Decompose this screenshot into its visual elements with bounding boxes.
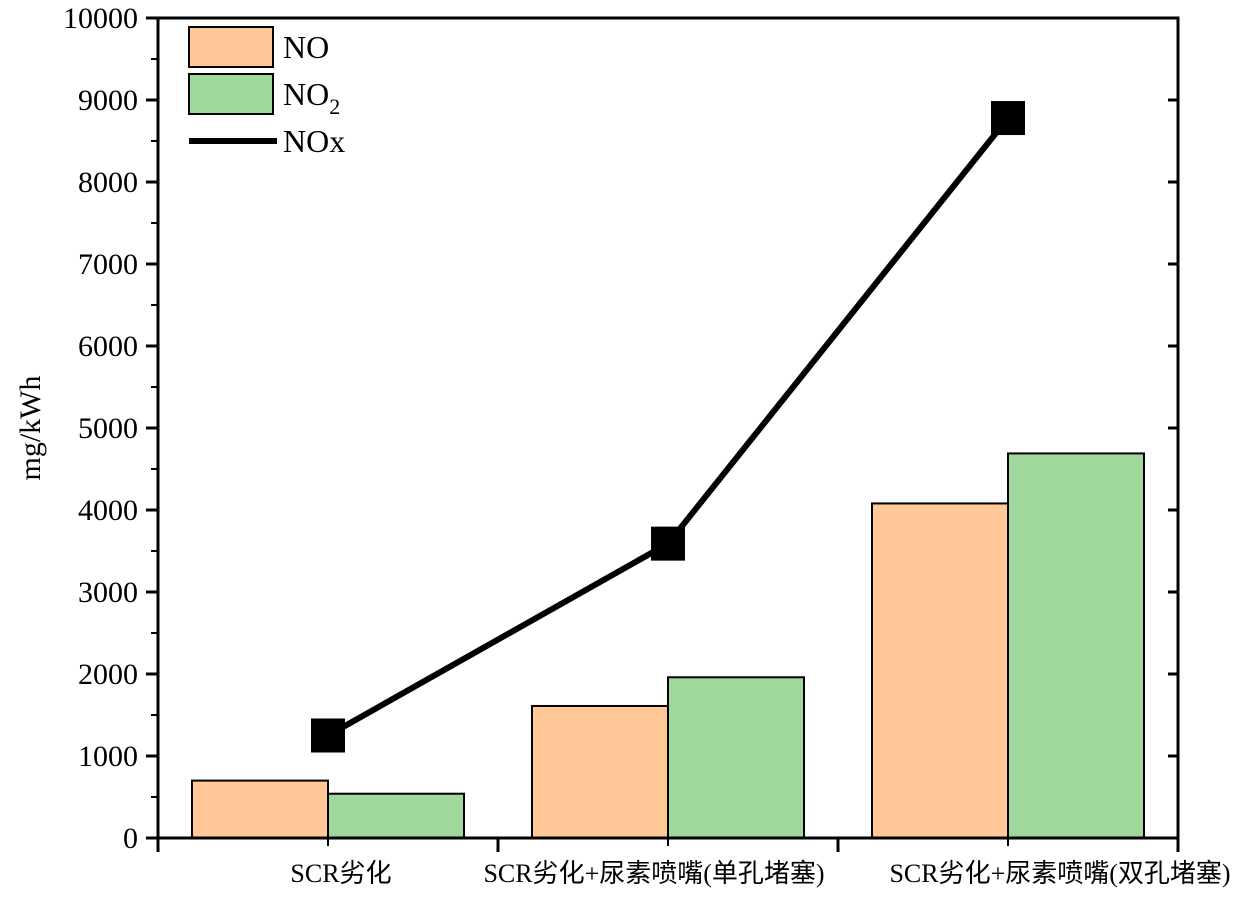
y-tick-label: 4000 [78,494,138,527]
y-tick-label: 3000 [78,576,138,609]
bar-no-1 [191,779,329,839]
legend-label-no: NO [283,29,329,65]
bar-no-3 [871,502,1009,839]
marker-nox-1 [311,718,345,753]
y-tick-label: 8000 [78,166,138,199]
marker-nox-3 [991,101,1025,136]
line-layer [311,101,1025,753]
y-tick-label: 9000 [78,84,138,117]
x-tick-labels: SCR劣化 SCR劣化+尿素喷嘴(单孔堵塞) SCR劣化+尿素喷嘴(双孔堵塞) [290,859,1230,888]
bar-no-2 [531,704,669,839]
y-tick-label: 5000 [78,412,138,445]
bar-no2-1 [327,792,465,839]
y-tick-label: 2000 [78,658,138,691]
legend-swatch-no [188,26,274,68]
y-tick-label: 0 [123,822,138,855]
x-tick-label: SCR劣化+尿素喷嘴(单孔堵塞) [483,859,824,888]
y-tick-label: 10000 [63,2,138,35]
legend: NO NO2 NOx [188,26,345,159]
legend-label-no2: NO2 [283,76,340,119]
y-tick-label: 7000 [78,248,138,281]
legend-label-nox: NOx [283,123,345,159]
y-tick-label: 6000 [78,330,138,363]
y-axis-title: mg/kWh [14,376,47,481]
x-tick-label: SCR劣化+尿素喷嘴(双孔堵塞) [889,859,1230,888]
bar-no2-3 [1007,452,1145,839]
legend-swatch-no2 [188,73,274,115]
bars-layer [191,452,1145,840]
marker-nox-2 [651,526,685,561]
axes-layer [146,16,1180,852]
x-tick-label: SCR劣化 [290,859,391,888]
y-tick-label: 1000 [78,740,138,773]
bar-no2-2 [667,676,805,840]
y-tick-labels: 0 1000 2000 3000 4000 5000 6000 7000 8000 9000 100… [63,2,138,855]
